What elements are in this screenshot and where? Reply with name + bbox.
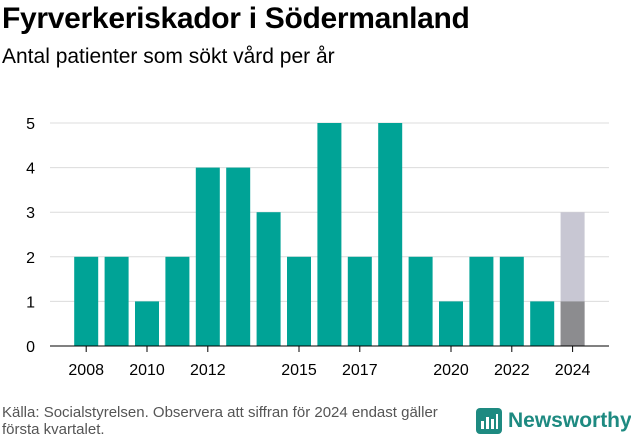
- y-tick-label: 4: [26, 161, 35, 178]
- bar-2008: [74, 256, 99, 346]
- x-tick-label: 2015: [281, 362, 317, 379]
- bar-2024: [560, 301, 585, 346]
- y-tick-label: 2: [26, 250, 35, 267]
- source-note: Källa: Socialstyrelsen. Observera att si…: [2, 404, 438, 438]
- bar-2021: [469, 256, 494, 346]
- y-tick-label: 5: [26, 116, 35, 133]
- x-tick-label: 2020: [433, 362, 469, 379]
- x-tick-label: 2010: [129, 362, 165, 379]
- bar-2015: [287, 256, 311, 346]
- bar-2018: [378, 123, 403, 346]
- y-tick-label: 1: [26, 294, 35, 311]
- x-tick-label: 2012: [190, 362, 226, 379]
- bar-2023: [530, 301, 555, 346]
- chart-title: Fyrverkeriskador i Södermanland: [2, 2, 470, 35]
- x-tick-label: 2022: [494, 362, 530, 379]
- x-tick-label: 2008: [68, 362, 104, 379]
- bar-2013: [226, 167, 251, 346]
- bar-chart: 0 1 2 3 4 5 2008 2010 2012 2015 2017 2020 2022 2024: [26, 116, 609, 379]
- bar-2014: [256, 212, 281, 346]
- newsworthy-logo: Newsworthy: [476, 408, 631, 434]
- bar-2010: [135, 301, 159, 346]
- bar-2012: [195, 167, 220, 346]
- bar-2017: [347, 256, 372, 346]
- bar-2020: [439, 301, 463, 346]
- y-tick-label: 0: [26, 339, 35, 356]
- y-tick-label: 3: [26, 205, 35, 222]
- x-tick-label: 2017: [342, 362, 378, 379]
- newsworthy-logo-icon: [476, 408, 502, 434]
- bar-2009: [104, 256, 129, 346]
- x-tick-label: 2024: [555, 362, 591, 379]
- bar-2022: [499, 256, 524, 346]
- chart-subtitle: Antal patienter som sökt vård per år: [2, 45, 335, 68]
- newsworthy-logo-text: Newsworthy: [508, 409, 631, 432]
- bar-2019: [408, 256, 433, 346]
- bar-2016: [317, 123, 342, 346]
- bar-2011: [165, 256, 190, 346]
